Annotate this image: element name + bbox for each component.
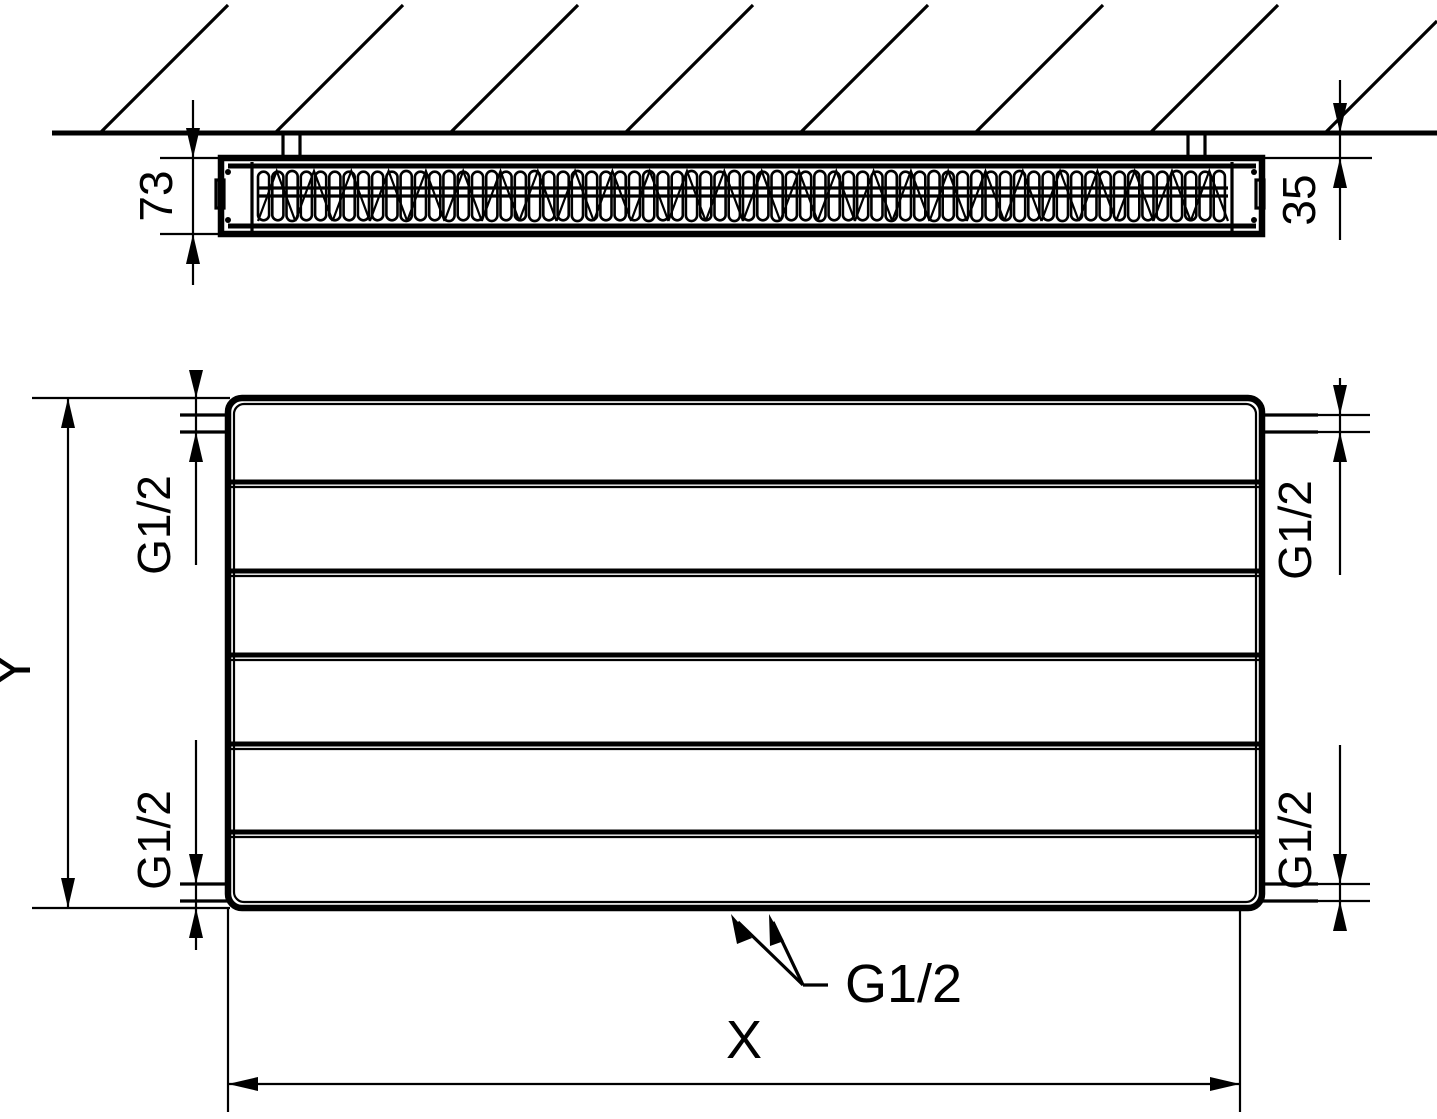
dimension-depth-73: 73 <box>130 100 262 285</box>
dimension-width-X: X <box>226 908 1242 1112</box>
dimension-g12-top-right: G1/2 <box>1262 378 1370 580</box>
g12-bottom-center-label: G1/2 <box>845 954 962 1014</box>
front-view <box>180 394 1318 912</box>
height-dimension-label: Y <box>0 652 42 688</box>
depth-dimension-label: 73 <box>130 170 182 221</box>
wall-hatching <box>98 3 1437 135</box>
convector-fins <box>256 167 1230 223</box>
g12-top-left-label: G1/2 <box>128 475 180 575</box>
radiator-section-body <box>214 154 1266 238</box>
g12-bottom-left-label: G1/2 <box>128 790 180 890</box>
width-dimension-label: X <box>726 1010 762 1070</box>
top-section-view <box>52 3 1437 238</box>
dimension-wall-offset-35: 35 <box>1256 80 1372 240</box>
leader-g12-bottom-center: G1/2 <box>731 914 962 1014</box>
wall-offset-dimension-label: 35 <box>1273 174 1325 225</box>
dimension-g12-bottom-left: G1/2 <box>128 740 230 950</box>
g12-bottom-right-label: G1/2 <box>1269 790 1321 890</box>
dimension-g12-bottom-right: G1/2 <box>1262 745 1370 931</box>
panel-groove-lines <box>228 479 1262 839</box>
dimension-height-Y: Y <box>0 396 196 910</box>
g12-top-right-label: G1/2 <box>1269 480 1321 580</box>
dimension-g12-top-left: G1/2 <box>128 370 230 575</box>
